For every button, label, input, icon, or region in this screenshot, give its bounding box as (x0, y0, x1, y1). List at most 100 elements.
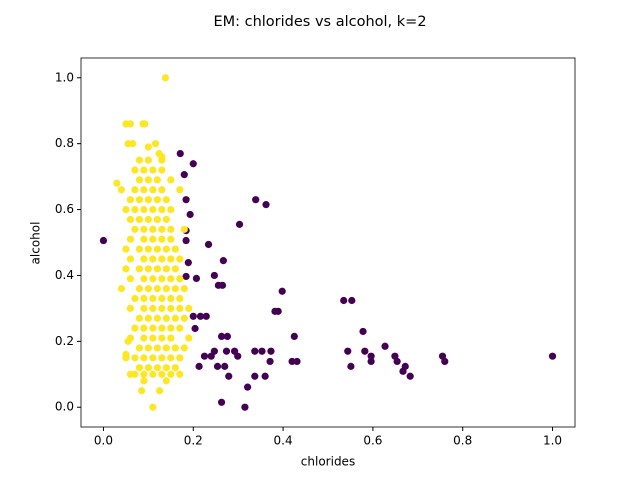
point (235, 220, 244, 228)
point (361, 347, 369, 355)
point (140, 225, 148, 233)
point (131, 225, 139, 233)
point (274, 307, 282, 315)
point (153, 265, 161, 273)
point (131, 354, 139, 362)
point (122, 245, 130, 253)
point (149, 334, 157, 342)
point (180, 225, 188, 233)
point (176, 370, 184, 378)
point (144, 143, 152, 151)
point (195, 362, 203, 370)
point (186, 210, 194, 219)
point (140, 255, 148, 263)
x-tick-label: 0.8 (453, 434, 472, 448)
point (140, 324, 148, 332)
point (158, 370, 166, 378)
point (223, 332, 232, 340)
x-tick-label: 1.0 (543, 434, 562, 448)
point (158, 354, 166, 362)
point (149, 255, 157, 263)
point (149, 370, 157, 378)
x-tick-label: 0.4 (274, 434, 293, 448)
point (180, 314, 188, 322)
point (176, 255, 184, 263)
point (153, 176, 161, 184)
point (359, 327, 367, 336)
point (251, 372, 259, 380)
point (149, 324, 157, 332)
point (122, 205, 130, 214)
point (158, 186, 166, 194)
point (196, 312, 205, 320)
point (180, 171, 188, 179)
point (344, 347, 352, 355)
point (185, 304, 193, 312)
point (278, 287, 286, 295)
y-tick-label: 0.6 (55, 202, 74, 216)
point (266, 357, 274, 366)
point (176, 324, 184, 332)
point (129, 140, 137, 148)
x-axis-label: chlorides (301, 455, 355, 469)
plot-frame (80, 57, 576, 428)
point (217, 332, 226, 340)
point (167, 255, 175, 263)
point (200, 352, 209, 360)
point (144, 176, 152, 184)
point (210, 271, 218, 280)
point (234, 352, 242, 360)
x-tick-label: 0.0 (94, 434, 113, 448)
point (149, 403, 157, 411)
point (135, 156, 143, 164)
y-axis-label: alcohol (29, 222, 43, 265)
point (140, 354, 148, 362)
point (288, 357, 296, 366)
point (144, 215, 152, 224)
point (158, 166, 166, 174)
point (140, 294, 148, 303)
point (167, 334, 175, 342)
point (401, 362, 409, 370)
x-tick-label: 0.6 (363, 434, 382, 448)
point (258, 347, 266, 355)
point (184, 258, 192, 267)
point (117, 285, 126, 293)
point (149, 354, 157, 362)
point (126, 235, 134, 243)
point (131, 324, 139, 332)
point (167, 225, 175, 233)
point (144, 314, 152, 322)
point (167, 176, 175, 184)
point (162, 285, 170, 293)
point (126, 120, 134, 128)
point (141, 120, 149, 128)
point (204, 240, 213, 249)
point (135, 176, 143, 184)
point (189, 160, 197, 168)
point (131, 186, 139, 194)
point (171, 344, 179, 352)
point (140, 235, 148, 243)
point (126, 275, 134, 283)
point (290, 332, 298, 340)
point (140, 166, 148, 174)
point (244, 383, 252, 391)
point (222, 347, 231, 355)
point (155, 387, 164, 395)
point (176, 354, 184, 362)
point (149, 186, 157, 194)
point (219, 257, 227, 265)
point (167, 304, 175, 312)
point (153, 285, 161, 293)
point (149, 304, 157, 312)
point (158, 275, 166, 283)
point (441, 357, 449, 366)
point (144, 265, 152, 273)
point (158, 205, 166, 214)
point (167, 294, 175, 303)
point (144, 285, 152, 293)
point (176, 304, 184, 312)
point (144, 245, 152, 253)
